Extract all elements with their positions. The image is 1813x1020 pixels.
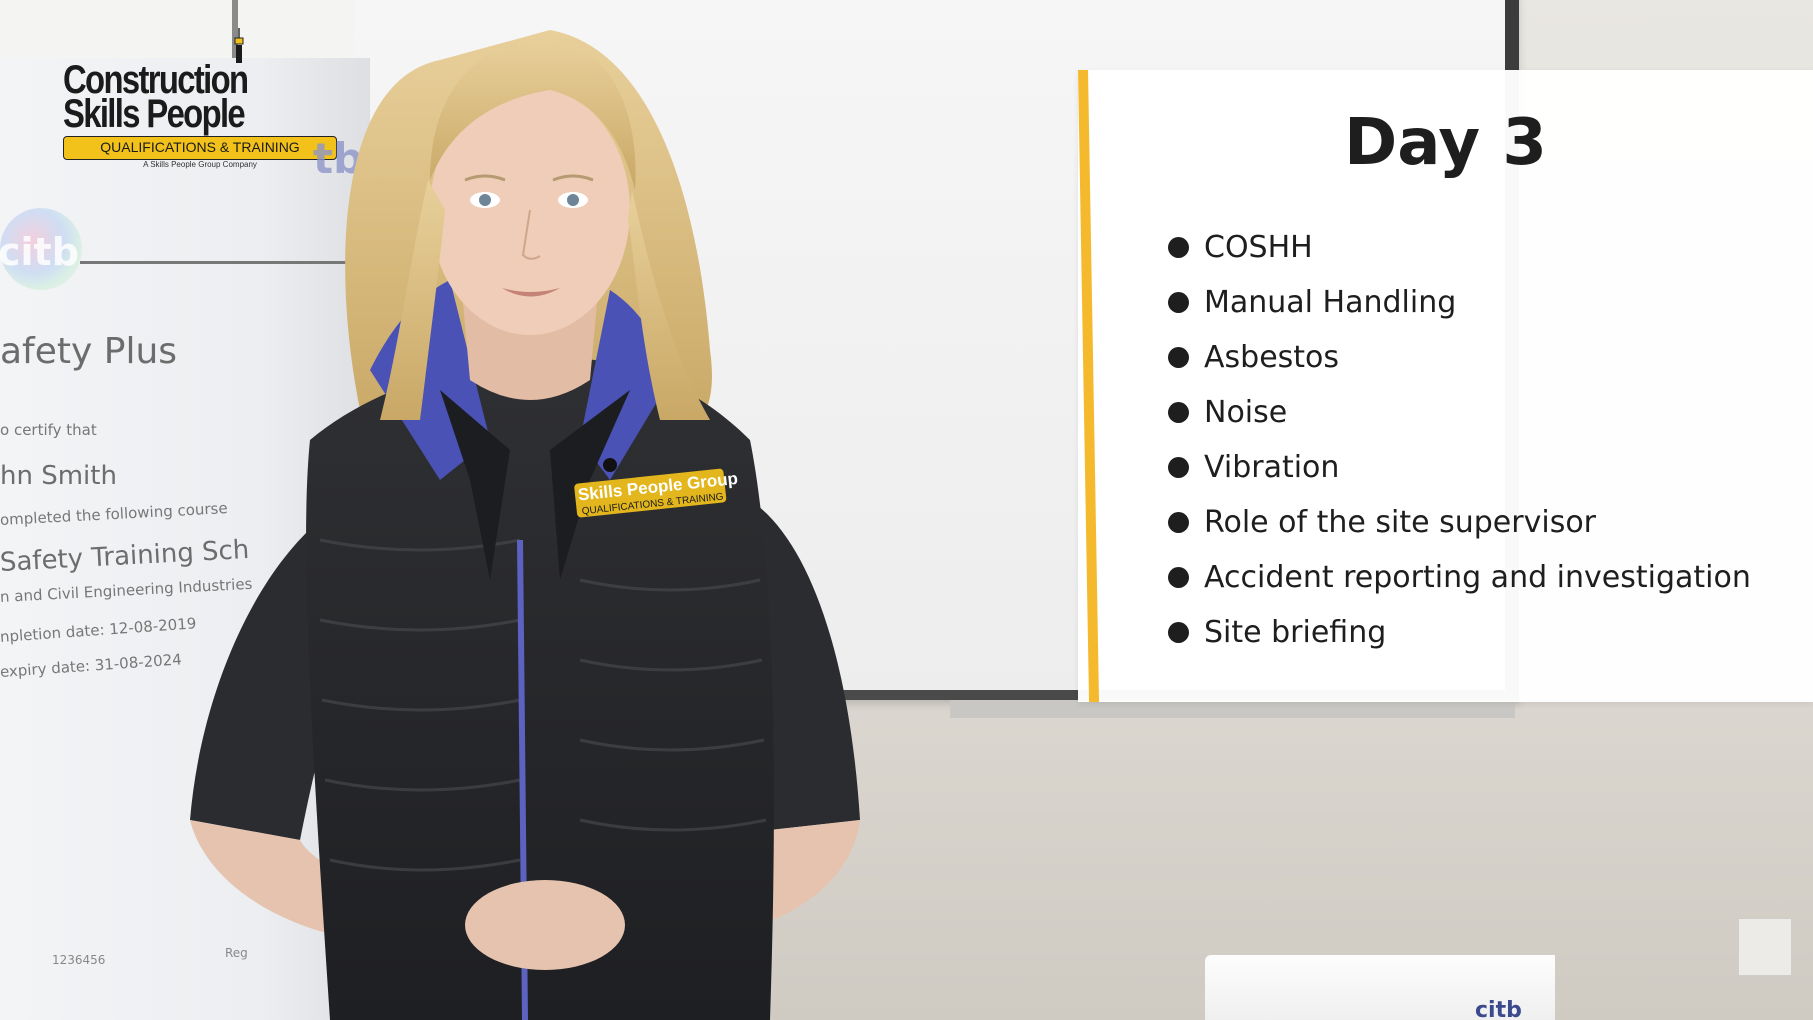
topic-label: Asbestos xyxy=(1204,340,1340,375)
topic-label: Vibration xyxy=(1204,450,1340,485)
bullet-icon xyxy=(1168,622,1189,643)
citb-badge xyxy=(0,208,82,290)
day-topics-panel: Day 3 COSHH Manual Handling Asbestos Noi… xyxy=(1078,70,1813,702)
topic-label: Site briefing xyxy=(1204,615,1387,650)
whiteboard-ledge xyxy=(950,700,1515,718)
bullet-icon xyxy=(1168,567,1189,588)
logo-line-skills-people: Skills People xyxy=(63,92,246,136)
certificate-expiry-date: expiry date: 31-08-2024 xyxy=(0,650,183,681)
certificate-rule xyxy=(80,261,370,264)
topic-item: Vibration xyxy=(1168,440,1751,495)
topic-item: Role of the site supervisor xyxy=(1168,495,1751,550)
brand-logo: Construction Skills People QUALIFICATION… xyxy=(55,28,363,183)
bullet-icon xyxy=(1168,292,1189,313)
topic-item: Asbestos xyxy=(1168,330,1751,385)
wall-socket xyxy=(1738,918,1792,976)
topic-item: COSHH xyxy=(1168,220,1751,275)
bullet-icon xyxy=(1168,457,1189,478)
topic-label: Role of the site supervisor xyxy=(1204,505,1597,540)
logo-subtitle: A Skills People Group Company xyxy=(143,160,257,169)
certificate-line: o certify that xyxy=(0,421,97,439)
bullet-icon xyxy=(1168,402,1189,423)
logo-band-text: QUALIFICATIONS & TRAINING xyxy=(100,139,300,155)
flipchart-stand xyxy=(232,0,238,58)
topic-item: Site briefing xyxy=(1168,605,1751,660)
topic-label: COSHH xyxy=(1204,230,1313,265)
citb-badge-text: citb xyxy=(0,230,79,274)
presenter: Skills People Group QUALIFICATIONS & TRA… xyxy=(190,30,860,1020)
flipchart-top xyxy=(0,0,355,60)
panel-title: Day 3 xyxy=(1344,106,1547,180)
topic-label: Manual Handling xyxy=(1204,285,1457,320)
citb-box xyxy=(1205,955,1555,1020)
logo-band: QUALIFICATIONS & TRAINING xyxy=(63,136,337,160)
topic-item: Manual Handling xyxy=(1168,275,1751,330)
topic-label: Accident reporting and investigation xyxy=(1204,560,1751,595)
topic-item: Accident reporting and investigation xyxy=(1168,550,1751,605)
topic-item: Noise xyxy=(1168,385,1751,440)
bullet-icon xyxy=(1168,512,1189,533)
certificate-completion-date: npletion date: 12-08-2019 xyxy=(0,614,197,646)
certificate-reg: Reg xyxy=(225,946,248,960)
certificate-title: afety Plus xyxy=(0,331,178,372)
certificate-serial: 1236456 xyxy=(52,953,106,967)
bullet-icon xyxy=(1168,347,1189,368)
certificate-name: hn Smith xyxy=(0,461,117,491)
topic-list: COSHH Manual Handling Asbestos Noise Vib… xyxy=(1168,220,1751,660)
logo-line-construction: Construction xyxy=(63,58,249,102)
topic-label: Noise xyxy=(1204,395,1288,430)
bullet-icon xyxy=(1168,237,1189,258)
citb-box-label: citb xyxy=(1475,998,1522,1020)
worker-figure-icon xyxy=(234,28,244,63)
